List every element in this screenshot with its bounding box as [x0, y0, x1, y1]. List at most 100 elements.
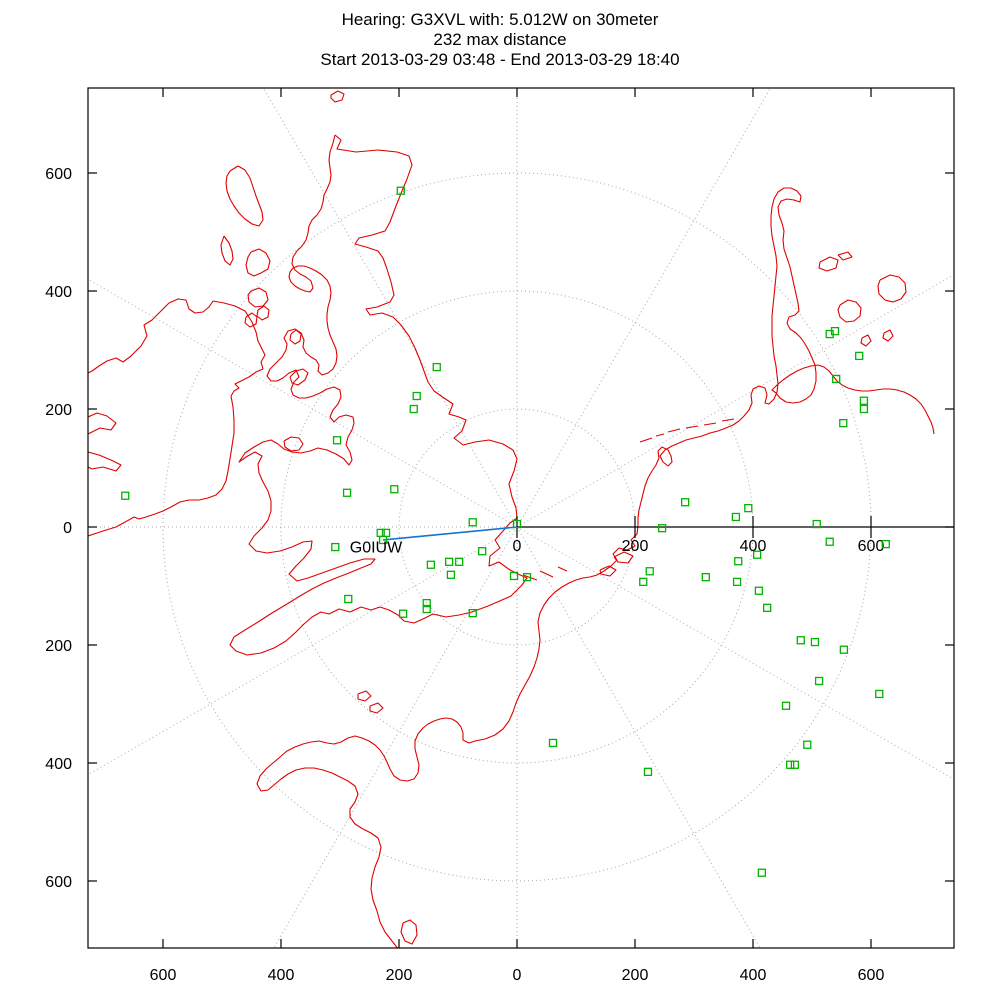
spot-marker [643, 767, 653, 776]
coastline [330, 90, 345, 103]
spot-marker [832, 374, 841, 384]
coastline [220, 235, 234, 266]
y-tick-label: 200 [45, 402, 72, 419]
spot-marker [522, 573, 532, 582]
spot-marker [803, 740, 812, 749]
coastline [256, 187, 935, 948]
axis-inline-label: 600 [858, 538, 885, 555]
chart-title-line2: 232 max distance [433, 30, 567, 49]
spot-marker [859, 404, 869, 414]
spot-marker [645, 567, 654, 576]
coastline-islet-dash [667, 428, 681, 433]
azimuth-radial-330deg [262, 88, 518, 528]
spot-marker [468, 608, 477, 618]
spot-marker [744, 503, 753, 513]
x-tick-label: 200 [622, 967, 649, 984]
coastline [860, 334, 872, 347]
spot-marker [810, 637, 820, 647]
y-tick-labels: 600 400 200 0 200 400 600 [45, 166, 72, 891]
coastline-islet-dash [685, 425, 699, 429]
spot-marker [754, 586, 764, 595]
azimuth-radial-60deg [516, 274, 954, 528]
azimuth-radial-300deg [88, 278, 518, 528]
spot-marker [790, 760, 800, 769]
coastline [837, 299, 862, 323]
coastline [247, 287, 269, 308]
spot-marker [426, 560, 436, 569]
spot-marker [757, 868, 766, 877]
y-tick-label: 600 [45, 874, 72, 891]
spot-marker [875, 689, 884, 699]
spot-marker [409, 404, 418, 414]
spot-marker [830, 326, 840, 336]
x-tick-label: 0 [513, 967, 522, 984]
coastline-islet-dash [639, 437, 653, 443]
spot-marker [331, 542, 340, 552]
coastline [225, 165, 264, 227]
azimuth-radial-120deg [516, 526, 954, 780]
spot-marker [881, 539, 890, 549]
chart-title-line1: Hearing: G3XVL with: 5.012W on 30meter [341, 10, 659, 29]
coastline [245, 248, 271, 277]
x-tick-labels: 600 400 200 0 200 400 600 [150, 967, 885, 984]
chart-title-line3: Start 2013-03-29 03:48 - End 2013-03-29 … [320, 50, 680, 69]
spot-layer [121, 186, 890, 877]
spot-marker [814, 676, 824, 686]
spot-marker [763, 603, 772, 612]
spot-marker [859, 396, 869, 405]
coastline [244, 312, 258, 328]
x-tick-label: 600 [858, 967, 885, 984]
coastline [599, 565, 617, 577]
spot-marker [512, 519, 522, 529]
coastline-layer [88, 90, 935, 948]
coastline [256, 305, 270, 321]
spot-marker [509, 571, 519, 581]
spot-marker [478, 547, 487, 556]
spot-marker [455, 557, 464, 566]
spot-marker [378, 535, 388, 545]
spot-marker [781, 701, 791, 710]
spot-marker [701, 573, 710, 582]
coastline-islet-dash [721, 418, 735, 422]
spot-marker [657, 524, 667, 533]
spot-marker [639, 577, 648, 587]
coastline [88, 412, 117, 435]
spot-marker [422, 604, 431, 614]
coastline [837, 251, 853, 261]
coastline [400, 919, 418, 945]
coastline [818, 256, 839, 272]
axis-inline-labels: 0 200 400 600 [513, 538, 885, 555]
coastline [357, 690, 372, 702]
y-tick-label: 400 [45, 284, 72, 301]
azimuth-radial-210deg [273, 526, 518, 948]
spot-marker [432, 362, 441, 372]
azimuth-radial-30deg [516, 88, 772, 528]
spot-marker [731, 512, 741, 522]
coastline [289, 329, 302, 345]
x-tick-label: 400 [740, 967, 767, 984]
coastline-islet-dash [539, 570, 554, 578]
spot-marker [121, 491, 130, 500]
coastline [877, 274, 907, 303]
spot-marker [786, 760, 795, 769]
beacon-path-line [382, 526, 518, 541]
spot-marker [444, 557, 454, 566]
y-tick-label: 400 [45, 756, 72, 773]
y-tick-label: 200 [45, 638, 72, 655]
spot-marker [734, 557, 743, 566]
spot-marker [732, 577, 742, 587]
coastline [229, 134, 528, 656]
spot-marker [446, 570, 456, 579]
plot-border [87, 87, 955, 949]
spot-marker [398, 609, 408, 618]
spot-marker [390, 485, 399, 494]
coastline [283, 436, 304, 452]
azimuth-radial-240deg [88, 526, 518, 776]
spot-marker [396, 186, 405, 195]
azimuth-radial-150deg [516, 526, 761, 948]
coastline-islet-dash [703, 422, 717, 426]
coastline [289, 368, 309, 386]
spot-marker [752, 550, 762, 559]
